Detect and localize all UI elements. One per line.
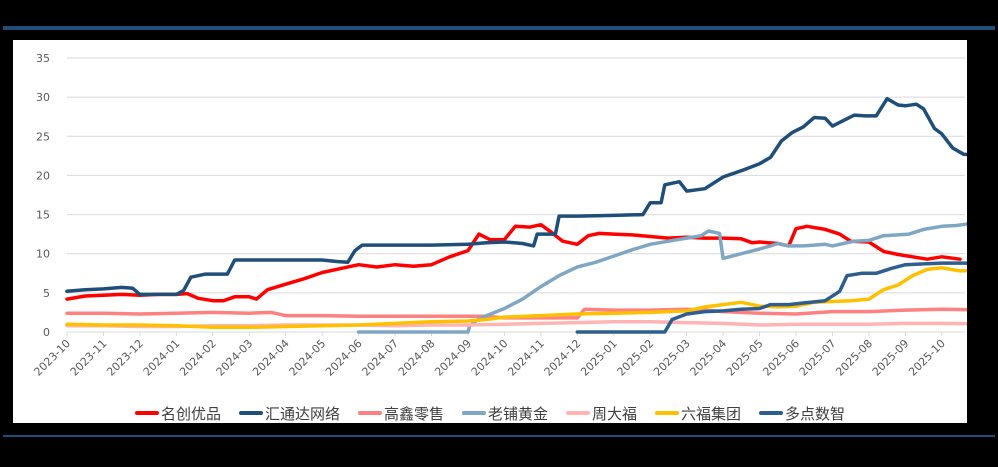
- x-tick-label: 2024-10: [469, 337, 511, 379]
- legend-swatch: [566, 411, 590, 415]
- legend-label: 周大福: [592, 404, 638, 423]
- y-tick-label: 35: [36, 52, 50, 65]
- legend-label: 汇通达网络: [264, 404, 340, 423]
- x-tick-label: 2025-05: [724, 337, 766, 379]
- legend-item: 老铺黄金: [461, 403, 548, 424]
- series-line: [65, 96, 998, 297]
- x-tick-label: 2024-12: [542, 337, 584, 379]
- y-axis: 0 5 10 15 20 25 30 35: [36, 52, 50, 339]
- legend-item: 名创优品: [134, 403, 221, 424]
- x-tick-label: 2025-09: [870, 337, 912, 379]
- legend-swatch: [461, 411, 486, 415]
- x-tick-label: 2025-08: [833, 337, 875, 379]
- y-tick-label: 20: [36, 169, 50, 182]
- x-tick-label: 2024-11: [505, 337, 547, 379]
- legend-item: 六福集团: [655, 403, 741, 424]
- series-line: [65, 266, 998, 330]
- legend-label: 六福集团: [681, 404, 742, 423]
- series-line: [65, 222, 962, 303]
- x-tick-label: 2024-06: [323, 337, 365, 379]
- series-lines: [65, 96, 998, 334]
- x-tick-label: 2024-09: [432, 337, 474, 379]
- legend-label: 高鑫零售: [383, 404, 444, 423]
- x-tick-label: 2024-05: [287, 337, 329, 379]
- legend-label: 多点数智: [785, 404, 846, 423]
- gridlines: [67, 57, 965, 333]
- x-tick-label: 2023-11: [68, 337, 110, 379]
- legend-label: 名创优品: [160, 404, 221, 423]
- y-tick-label: 5: [43, 287, 50, 300]
- x-tick-label: 2024-07: [359, 337, 401, 379]
- series-line: [575, 260, 998, 334]
- legend-label: 老铺黄金: [487, 404, 548, 423]
- x-tick-label: 2025-04: [688, 337, 730, 379]
- x-axis: 2023-102023-112023-122024-012024-022024-…: [31, 332, 948, 379]
- x-tick-label: 2024-08: [396, 337, 438, 379]
- legend-item: 高鑫零售: [357, 403, 444, 424]
- legend-swatch: [655, 411, 680, 415]
- x-tick-label: 2024-04: [250, 337, 292, 379]
- legend-item: 汇通达网络: [238, 403, 340, 424]
- y-tick-label: 15: [36, 209, 50, 222]
- legend-swatch: [759, 411, 784, 415]
- y-tick-label: 0: [43, 326, 50, 339]
- legend-swatch: [134, 411, 159, 415]
- y-tick-label: 10: [36, 248, 50, 261]
- x-tick-label: 2025-01: [578, 337, 620, 379]
- y-tick-label: 25: [36, 130, 50, 143]
- x-tick-label: 2025-10: [906, 337, 948, 379]
- chart-panel: 0 5 10 15 20 25 30 35 2023-10 2023-11 2023-12 2024…: [13, 40, 998, 425]
- legend-swatch: [357, 411, 382, 415]
- legend-item: 周大福: [566, 403, 637, 424]
- bottom-rule: [3, 435, 995, 437]
- x-tick-label: 2024-03: [214, 337, 256, 379]
- x-tick-label: 2024-01: [141, 337, 183, 379]
- x-tick-label: 2023-12: [104, 337, 146, 379]
- legend-swatch: [238, 411, 263, 415]
- x-tick-label: 2025-02: [615, 337, 657, 379]
- chart-legend: 名创优品 汇通达网络 高鑫零售 老铺黄金 周大福 六福集团 多点数智: [13, 401, 967, 425]
- x-tick-label: 2024-02: [177, 337, 219, 379]
- x-tick-label: 2025-07: [797, 337, 839, 379]
- x-tick-label: 2025-03: [651, 337, 693, 379]
- legend-item: 多点数智: [759, 403, 845, 424]
- top-rule: [3, 26, 995, 30]
- y-tick-label: 30: [36, 91, 50, 104]
- x-tick-label: 2023-10: [31, 337, 73, 379]
- series-line: [356, 222, 998, 334]
- x-tick-label: 2025-06: [760, 337, 802, 379]
